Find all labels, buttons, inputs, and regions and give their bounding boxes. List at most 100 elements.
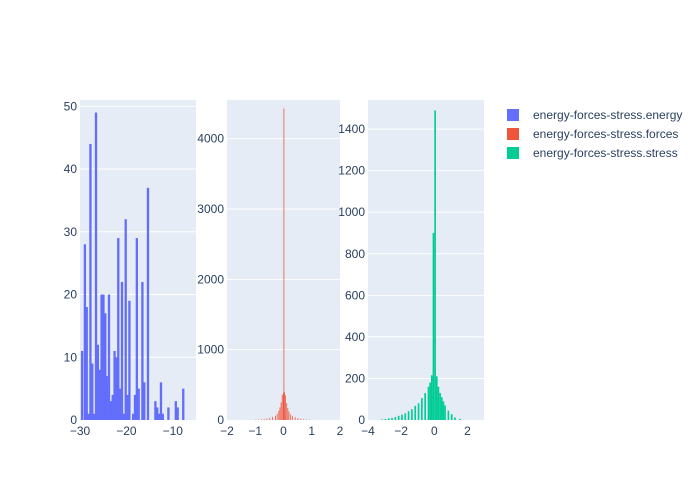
- x-tick-label-energy: −30: [70, 424, 91, 438]
- x-tick-label-stress: 0: [431, 424, 438, 438]
- histogram-bar-energy: [117, 238, 120, 420]
- legend[interactable]: energy-forces-stress.energy energy-force…: [507, 108, 682, 160]
- subplot-energy: 0 10 20 30 40 50 −30 −20 −10: [64, 99, 196, 438]
- y-tick-label-energy: 50: [64, 99, 78, 113]
- histogram-bar-stress: [439, 392, 441, 420]
- bars-stress: [381, 110, 461, 420]
- histogram-bar-energy: [80, 350, 84, 420]
- y-tick-label-energy: 30: [64, 225, 78, 239]
- histogram-bar-stress: [447, 410, 450, 420]
- x-tick-label-stress: −4: [361, 424, 375, 438]
- histogram-bar-energy: [91, 363, 94, 420]
- histogram-bar-forces: [263, 418, 265, 420]
- y-tick-label-stress: 1400: [338, 122, 365, 136]
- histogram-bar-forces: [272, 416, 273, 420]
- histogram-bar-forces: [303, 419, 305, 420]
- histogram-bar-energy: [85, 307, 88, 420]
- histogram-bar-energy: [89, 143, 92, 420]
- histogram-bar-energy: [83, 244, 87, 420]
- legend-item-stress[interactable]: energy-forces-stress.stress: [507, 146, 678, 160]
- histogram-bar-energy: [159, 382, 163, 420]
- histogram-bar-energy: [182, 388, 185, 420]
- histogram-bar-stress: [404, 413, 407, 420]
- x-tick-label-energy: −10: [163, 424, 184, 438]
- histogram-bar-stress: [440, 397, 443, 420]
- histogram-bar-forces: [258, 419, 259, 420]
- histogram-bar-stress: [444, 405, 446, 420]
- histogram-bar-energy: [137, 388, 140, 420]
- histogram-bar-forces: [266, 418, 268, 420]
- y-tick-label-energy: 10: [64, 350, 78, 364]
- histogram-bar-forces: [306, 419, 307, 420]
- y-tick-label-forces: 3000: [197, 202, 224, 216]
- histogram-bar-energy: [115, 357, 118, 420]
- histogram-bar-forces: [297, 418, 299, 420]
- histogram-bar-energy: [176, 407, 179, 420]
- y-tick-label-forces: 4000: [197, 132, 224, 146]
- histogram-bar-stress: [417, 403, 420, 420]
- histogram-bar-stress: [424, 392, 426, 420]
- histogram-bar-energy: [94, 112, 98, 420]
- y-tick-label-stress: 1200: [338, 164, 365, 178]
- histogram-bar-stress: [387, 418, 390, 420]
- y-tick-label-stress: 400: [345, 330, 365, 344]
- histogram-bar-forces: [300, 418, 302, 420]
- histogram-bar-energy: [113, 350, 116, 420]
- histogram-bar-energy: [100, 294, 103, 420]
- legend-item-energy[interactable]: energy-forces-stress.energy: [507, 108, 682, 122]
- histogram-bar-energy: [120, 281, 124, 420]
- histogram-bar-stress: [434, 110, 436, 420]
- histogram-bar-energy: [102, 294, 105, 420]
- histogram-bar-energy: [141, 281, 144, 420]
- histogram-bar-forces: [260, 419, 262, 420]
- x-tick-label-energy: −20: [116, 424, 137, 438]
- y-tick-label-stress: 800: [345, 247, 365, 261]
- y-tick-label-stress: 200: [345, 371, 365, 385]
- histogram-bar-energy: [157, 413, 161, 420]
- x-tick-label-forces: 1: [308, 424, 315, 438]
- histogram-bar-forces: [287, 408, 289, 420]
- histogram-bar-energy: [146, 187, 150, 420]
- x-tick-label-stress: 2: [464, 424, 471, 438]
- histogram-bar-forces: [285, 395, 286, 420]
- histogram-bar-forces: [275, 415, 276, 420]
- y-tick-label-stress: 1000: [338, 205, 365, 219]
- y-tick-label-forces: 0: [217, 413, 224, 427]
- legend-label-forces: energy-forces-stress.forces: [533, 127, 678, 141]
- histogram-bar-stress: [430, 375, 433, 420]
- histogram-bar-energy: [135, 238, 138, 420]
- histogram-bar-forces: [279, 407, 281, 420]
- histogram-bar-forces: [290, 414, 292, 420]
- legend-item-forces[interactable]: energy-forces-stress.forces: [507, 127, 678, 141]
- bars-energy: [80, 112, 185, 420]
- histogram-bar-stress: [407, 411, 410, 420]
- histogram-bar-stress: [432, 232, 435, 420]
- histogram-bar-forces: [291, 416, 293, 420]
- histogram-bar-stress: [427, 386, 430, 420]
- histogram-bar-forces: [282, 393, 284, 420]
- histogram-bar-forces: [294, 417, 296, 420]
- histogram-bar-forces: [283, 108, 285, 420]
- y-tick-label-energy: 20: [64, 288, 78, 302]
- histogram-bar-energy: [167, 407, 170, 420]
- histogram-bar-forces: [269, 417, 271, 420]
- histogram-bar-forces: [278, 410, 280, 420]
- bars-forces: [255, 108, 310, 420]
- histogram-bar-forces: [286, 403, 288, 420]
- histogram-bar-energy: [122, 413, 126, 420]
- legend-swatch-forces: [507, 128, 519, 140]
- y-tick-label-forces: 2000: [197, 272, 224, 286]
- histogram-bar-stress: [421, 398, 423, 420]
- histogram-bar-stress: [414, 405, 417, 420]
- histogram-bar-stress: [401, 414, 403, 420]
- histogram-bar-energy: [107, 294, 111, 420]
- histogram-bar-energy: [128, 300, 131, 420]
- y-tick-label-energy: 0: [70, 413, 77, 427]
- histogram-bar-energy: [124, 219, 127, 420]
- y-tick-label-forces: 1000: [197, 343, 224, 357]
- x-tick-label-forces: −1: [248, 424, 262, 438]
- histogram-bar-energy: [131, 413, 135, 420]
- x-tick-label-forces: −2: [220, 424, 234, 438]
